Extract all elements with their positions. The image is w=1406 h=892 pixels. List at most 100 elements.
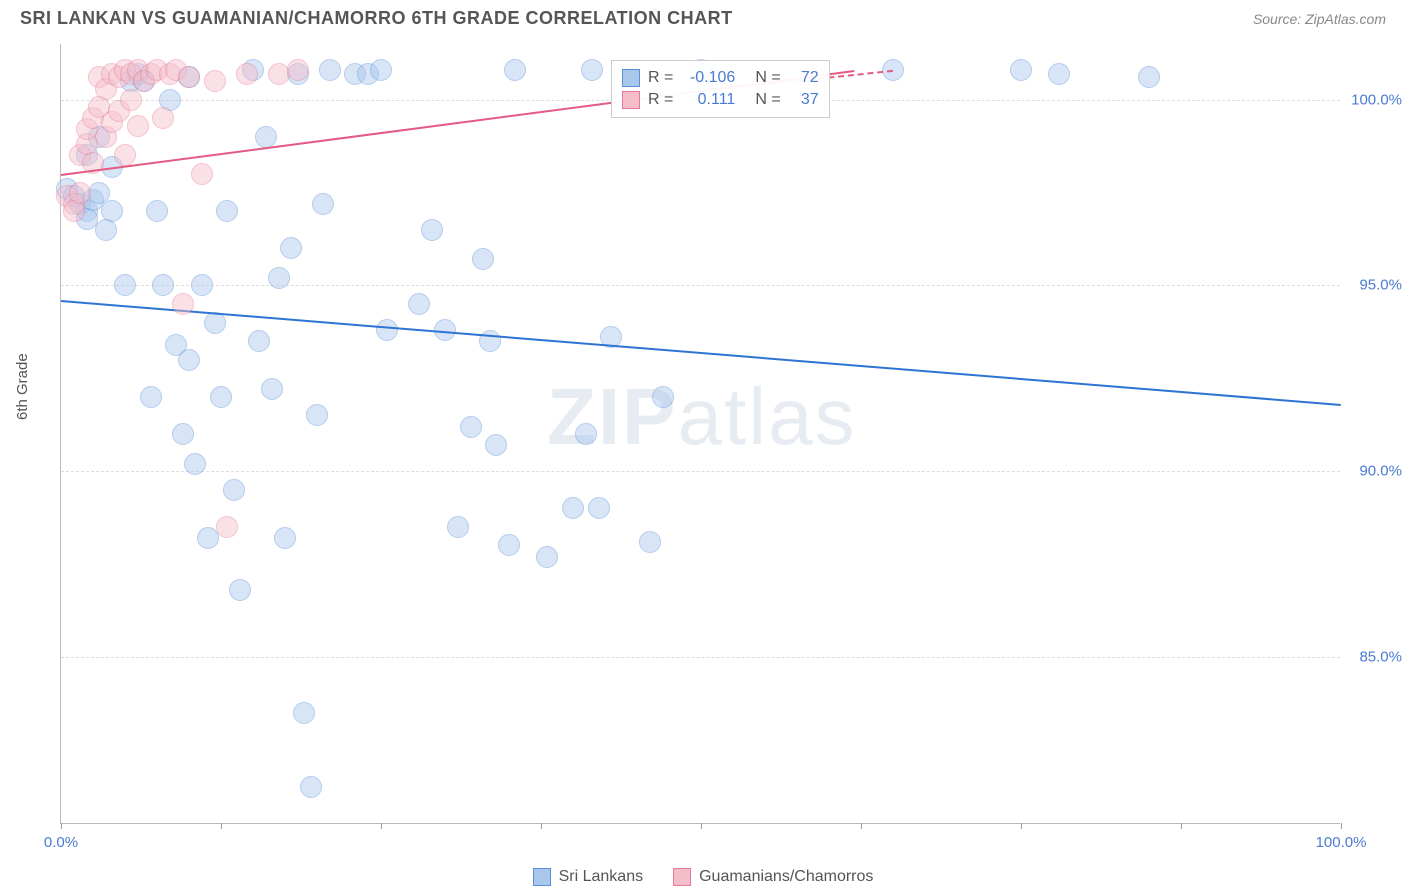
gridline [61, 657, 1340, 658]
gridline [61, 471, 1340, 472]
legend-swatch-icon [533, 868, 551, 886]
n-value: 72 [789, 69, 819, 87]
data-point [172, 293, 194, 315]
scatter-plot-area: ZIPatlas 85.0%90.0%95.0%100.0%0.0%100.0%… [60, 44, 1340, 824]
data-point [421, 219, 443, 241]
trend-line [61, 300, 1341, 406]
data-point [216, 516, 238, 538]
data-point [204, 70, 226, 92]
legend-label: Sri Lankans [559, 868, 644, 886]
data-point [255, 126, 277, 148]
data-point [178, 66, 200, 88]
data-point [472, 248, 494, 270]
data-point [172, 423, 194, 445]
x-tick [61, 823, 62, 829]
chart-header: SRI LANKAN VS GUAMANIAN/CHAMORRO 6TH GRA… [0, 0, 1406, 33]
data-point [210, 386, 232, 408]
data-point [370, 59, 392, 81]
data-point [146, 200, 168, 222]
data-point [223, 479, 245, 501]
x-tick-label: 0.0% [44, 834, 78, 851]
data-point [588, 497, 610, 519]
data-point [319, 59, 341, 81]
series-swatch-icon [622, 69, 640, 87]
stats-row: R = 0.111 N = 37 [622, 89, 819, 111]
data-point [1048, 63, 1070, 85]
data-point [581, 59, 603, 81]
data-point [312, 193, 334, 215]
data-point [178, 349, 200, 371]
data-point [268, 267, 290, 289]
correlation-stats-box: R = -0.106 N = 72 R = 0.111 N = 37 [611, 60, 830, 118]
data-point [236, 63, 258, 85]
data-point [293, 702, 315, 724]
data-point [447, 516, 469, 538]
stat-label: N = [755, 91, 780, 109]
legend: Sri Lankans Guamanians/Chamorros [0, 868, 1406, 886]
n-value: 37 [789, 91, 819, 109]
data-point [152, 274, 174, 296]
stat-label: N = [755, 69, 780, 87]
data-point [261, 378, 283, 400]
data-point [184, 453, 206, 475]
x-tick [1341, 823, 1342, 829]
data-point [498, 534, 520, 556]
source-attribution: Source: ZipAtlas.com [1253, 11, 1386, 27]
data-point [460, 416, 482, 438]
r-value: 0.111 [681, 91, 735, 109]
data-point [120, 89, 142, 111]
y-tick-label: 100.0% [1351, 91, 1402, 108]
legend-label: Guamanians/Chamorros [699, 868, 873, 886]
data-point [114, 274, 136, 296]
x-tick [701, 823, 702, 829]
data-point [127, 115, 149, 137]
legend-swatch-icon [673, 868, 691, 886]
data-point [1138, 66, 1160, 88]
data-point [229, 579, 251, 601]
data-point [191, 163, 213, 185]
gridline [61, 285, 1340, 286]
x-tick [381, 823, 382, 829]
data-point [101, 200, 123, 222]
data-point [504, 59, 526, 81]
x-tick [221, 823, 222, 829]
data-point [114, 144, 136, 166]
data-point [300, 776, 322, 798]
legend-item-guamanians: Guamanians/Chamorros [673, 868, 873, 886]
stats-row: R = -0.106 N = 72 [622, 67, 819, 89]
x-tick [1181, 823, 1182, 829]
data-point [652, 386, 674, 408]
data-point [306, 404, 328, 426]
y-tick-label: 90.0% [1359, 463, 1402, 480]
x-tick [861, 823, 862, 829]
data-point [152, 107, 174, 129]
x-tick-label: 100.0% [1316, 834, 1367, 851]
data-point [639, 531, 661, 553]
x-tick [1021, 823, 1022, 829]
data-point [191, 274, 213, 296]
data-point [408, 293, 430, 315]
data-point [140, 386, 162, 408]
data-point [280, 237, 302, 259]
data-point [536, 546, 558, 568]
y-tick-label: 85.0% [1359, 648, 1402, 665]
data-point [376, 319, 398, 341]
data-point [1010, 59, 1032, 81]
data-point [562, 497, 584, 519]
data-point [274, 527, 296, 549]
r-value: -0.106 [681, 69, 735, 87]
y-tick-label: 95.0% [1359, 277, 1402, 294]
stat-label: R = [648, 69, 673, 87]
stat-label: R = [648, 91, 673, 109]
data-point [485, 434, 507, 456]
chart-title: SRI LANKAN VS GUAMANIAN/CHAMORRO 6TH GRA… [20, 8, 733, 29]
data-point [287, 59, 309, 81]
data-point [216, 200, 238, 222]
legend-item-sri-lankans: Sri Lankans [533, 868, 644, 886]
watermark-text: ZIPatlas [547, 371, 856, 463]
data-point [248, 330, 270, 352]
x-tick [541, 823, 542, 829]
data-point [575, 423, 597, 445]
data-point [197, 527, 219, 549]
y-axis-label: 6th Grade [14, 353, 31, 420]
